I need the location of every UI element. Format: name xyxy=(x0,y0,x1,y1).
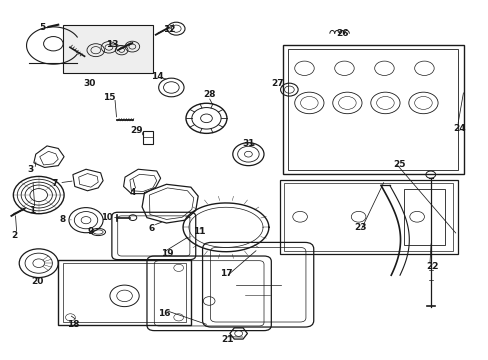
Text: 25: 25 xyxy=(392,161,405,170)
Text: 23: 23 xyxy=(354,223,366,232)
Bar xyxy=(63,25,153,73)
Text: 24: 24 xyxy=(453,123,466,132)
Text: 27: 27 xyxy=(271,80,284,89)
Text: 10: 10 xyxy=(101,213,113,222)
Text: 7: 7 xyxy=(51,179,58,188)
Text: 26: 26 xyxy=(335,29,347,38)
Bar xyxy=(403,189,445,244)
Text: 13: 13 xyxy=(105,40,118,49)
Text: 20: 20 xyxy=(31,276,43,285)
Text: 18: 18 xyxy=(66,320,79,329)
Text: 11: 11 xyxy=(193,228,205,237)
Text: 6: 6 xyxy=(148,224,155,233)
Text: 5: 5 xyxy=(39,23,45,32)
Text: 9: 9 xyxy=(87,228,94,237)
Text: 8: 8 xyxy=(60,215,66,224)
Bar xyxy=(58,260,190,325)
Text: 1: 1 xyxy=(29,206,36,215)
Bar xyxy=(143,131,153,144)
Text: 3: 3 xyxy=(28,165,34,174)
Text: 4: 4 xyxy=(129,188,135,197)
Text: 22: 22 xyxy=(425,262,438,271)
Text: 15: 15 xyxy=(102,93,115,102)
Text: 30: 30 xyxy=(83,80,96,89)
Bar xyxy=(288,49,457,170)
Text: 16: 16 xyxy=(158,309,170,318)
Text: 17: 17 xyxy=(219,269,232,278)
Text: 19: 19 xyxy=(161,249,173,258)
Text: 12: 12 xyxy=(163,25,175,34)
Text: 21: 21 xyxy=(221,335,233,344)
Text: 14: 14 xyxy=(151,72,163,81)
Text: 28: 28 xyxy=(203,90,215,99)
Bar xyxy=(279,180,457,253)
Text: 29: 29 xyxy=(130,126,142,135)
Bar xyxy=(284,183,452,251)
Bar xyxy=(63,263,185,322)
Text: 2: 2 xyxy=(11,231,18,240)
Text: 31: 31 xyxy=(242,139,254,148)
Bar xyxy=(282,45,463,174)
